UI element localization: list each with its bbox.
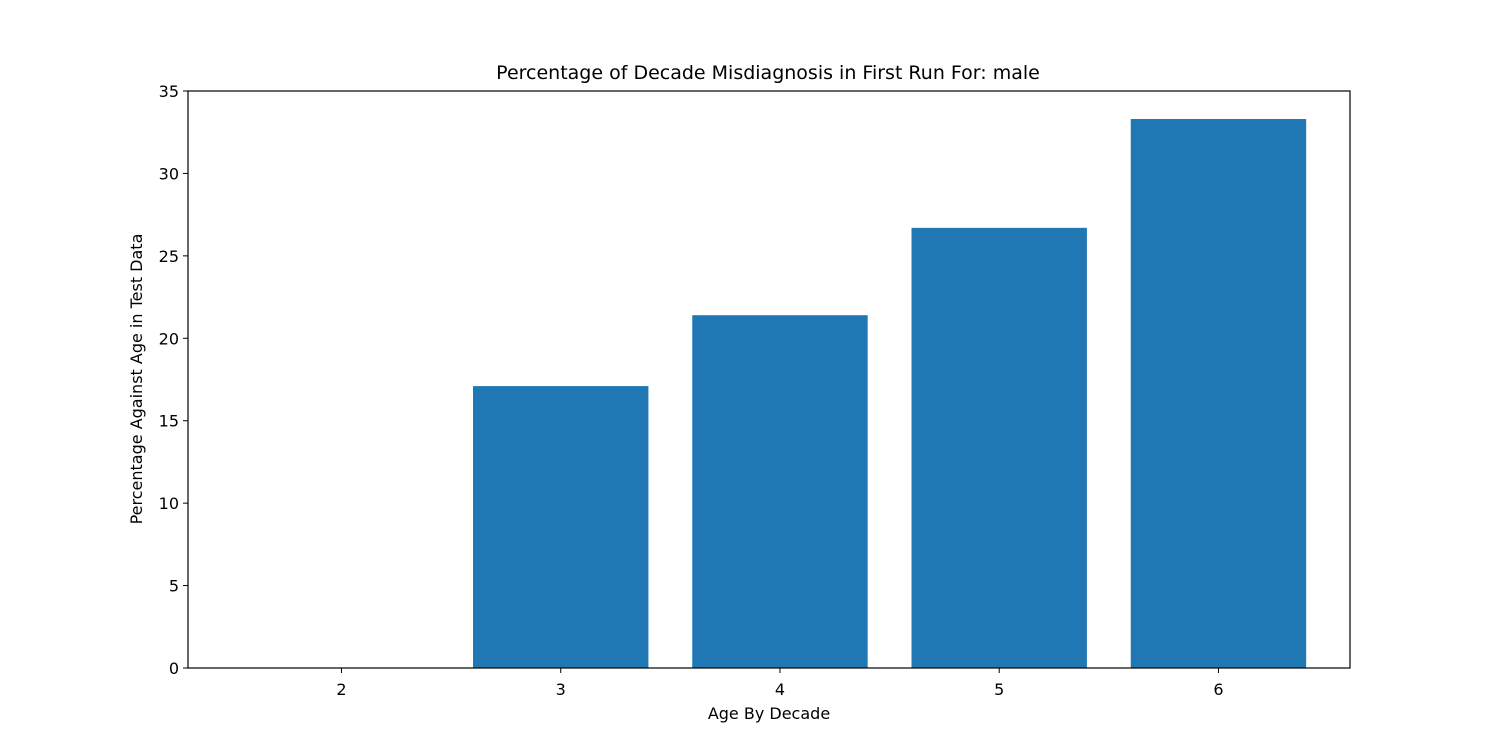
x-axis-ticks: 2 3 4 5 6 [336, 668, 1224, 699]
y-tick-label: 20 [159, 329, 179, 348]
x-tick-label: 3 [556, 680, 566, 699]
x-tick-label: 4 [775, 680, 785, 699]
y-tick-label: 10 [159, 494, 179, 513]
plot-area-frame [187, 90, 1351, 669]
y-tick-label: 0 [169, 659, 179, 678]
x-tick-label: 5 [994, 680, 1004, 699]
x-axis-title: Age By Decade [708, 704, 830, 723]
y-axis-title: Percentage Against Age in Test Data [127, 234, 146, 525]
bar-decade-6 [1130, 119, 1307, 669]
y-axis-ticks: 0 5 10 15 20 25 30 35 [159, 82, 188, 678]
bar-decade-3 [473, 386, 649, 668]
bar-decade-4 [692, 315, 868, 668]
y-tick-label: 30 [159, 164, 179, 183]
y-tick-label: 15 [159, 412, 179, 431]
y-tick-label: 25 [159, 247, 179, 266]
bars-group [473, 119, 1307, 669]
bar-decade-5 [911, 227, 1087, 668]
y-tick-label: 35 [159, 82, 179, 101]
y-tick-label: 5 [169, 577, 179, 596]
chart-title: Percentage of Decade Misdiagnosis in Fir… [496, 62, 1040, 84]
x-tick-label: 6 [1213, 680, 1223, 699]
x-tick-label: 2 [336, 680, 346, 699]
